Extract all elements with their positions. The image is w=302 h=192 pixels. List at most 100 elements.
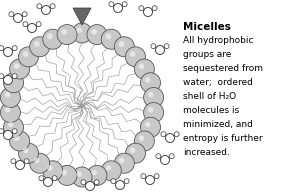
Text: molecules is: molecules is [183, 106, 239, 115]
Text: shell of H₂O: shell of H₂O [183, 92, 236, 101]
Circle shape [9, 12, 14, 17]
Circle shape [14, 63, 20, 69]
Circle shape [4, 75, 12, 84]
Circle shape [0, 103, 21, 122]
Circle shape [164, 44, 169, 49]
Circle shape [34, 41, 40, 47]
Circle shape [140, 73, 160, 93]
Circle shape [92, 29, 97, 35]
Circle shape [130, 51, 136, 57]
Circle shape [169, 154, 174, 159]
Circle shape [57, 25, 77, 45]
Circle shape [151, 44, 156, 49]
Circle shape [148, 107, 154, 113]
Circle shape [36, 22, 41, 27]
Circle shape [5, 107, 10, 113]
Circle shape [4, 73, 24, 93]
Circle shape [0, 129, 4, 134]
Circle shape [143, 7, 153, 17]
Circle shape [122, 2, 127, 7]
Circle shape [160, 156, 169, 165]
Circle shape [156, 154, 161, 159]
Circle shape [139, 63, 144, 69]
Circle shape [114, 37, 134, 57]
Circle shape [154, 174, 159, 179]
Circle shape [52, 176, 57, 181]
Circle shape [12, 46, 17, 51]
Circle shape [34, 158, 40, 163]
Circle shape [87, 166, 107, 185]
Circle shape [85, 181, 95, 190]
Circle shape [139, 6, 144, 11]
Circle shape [37, 4, 42, 9]
Circle shape [141, 174, 146, 179]
Text: All hydrophobic: All hydrophobic [183, 36, 253, 45]
Circle shape [148, 92, 154, 98]
Circle shape [114, 3, 123, 12]
Circle shape [23, 22, 28, 27]
Circle shape [15, 161, 24, 170]
Circle shape [139, 135, 144, 141]
Circle shape [47, 34, 53, 39]
Circle shape [145, 77, 150, 83]
Circle shape [106, 34, 111, 39]
Circle shape [119, 41, 124, 47]
Circle shape [134, 59, 154, 79]
Circle shape [30, 153, 50, 173]
Circle shape [92, 170, 97, 175]
Circle shape [47, 165, 53, 171]
Circle shape [124, 179, 129, 184]
Circle shape [50, 4, 55, 9]
Text: entropy is further: entropy is further [183, 134, 263, 143]
Circle shape [101, 161, 121, 181]
Text: sequestered from: sequestered from [183, 64, 263, 73]
Circle shape [144, 103, 164, 122]
Circle shape [106, 165, 111, 171]
Circle shape [12, 74, 17, 79]
Circle shape [76, 27, 82, 33]
Circle shape [43, 29, 63, 49]
Circle shape [0, 74, 4, 79]
Circle shape [114, 153, 134, 173]
Circle shape [11, 159, 16, 164]
Circle shape [152, 6, 157, 11]
Circle shape [111, 179, 116, 184]
Circle shape [23, 148, 28, 153]
Circle shape [61, 29, 67, 35]
Circle shape [174, 132, 179, 137]
Circle shape [134, 131, 154, 151]
Circle shape [61, 170, 67, 175]
Circle shape [109, 2, 114, 7]
Circle shape [81, 180, 86, 185]
Circle shape [18, 143, 38, 163]
Circle shape [4, 47, 12, 56]
Circle shape [126, 143, 146, 163]
Circle shape [115, 180, 124, 190]
Circle shape [146, 175, 155, 185]
Circle shape [144, 88, 164, 108]
Circle shape [126, 47, 146, 67]
Circle shape [10, 131, 30, 151]
Text: groups are: groups are [183, 50, 231, 59]
Circle shape [87, 25, 107, 45]
Circle shape [4, 131, 12, 140]
Circle shape [72, 167, 92, 187]
Circle shape [14, 135, 20, 141]
Circle shape [4, 117, 24, 137]
Circle shape [24, 159, 29, 164]
Circle shape [12, 129, 17, 134]
Circle shape [57, 166, 77, 185]
Circle shape [23, 51, 28, 57]
Circle shape [140, 117, 160, 137]
Circle shape [22, 12, 27, 17]
Circle shape [8, 77, 14, 83]
Circle shape [101, 29, 121, 49]
Circle shape [43, 177, 53, 186]
Circle shape [41, 6, 50, 15]
Circle shape [0, 88, 21, 108]
Text: increased.: increased. [183, 148, 230, 157]
Circle shape [30, 37, 50, 57]
Circle shape [14, 13, 23, 22]
Circle shape [119, 158, 124, 163]
Circle shape [0, 46, 4, 51]
